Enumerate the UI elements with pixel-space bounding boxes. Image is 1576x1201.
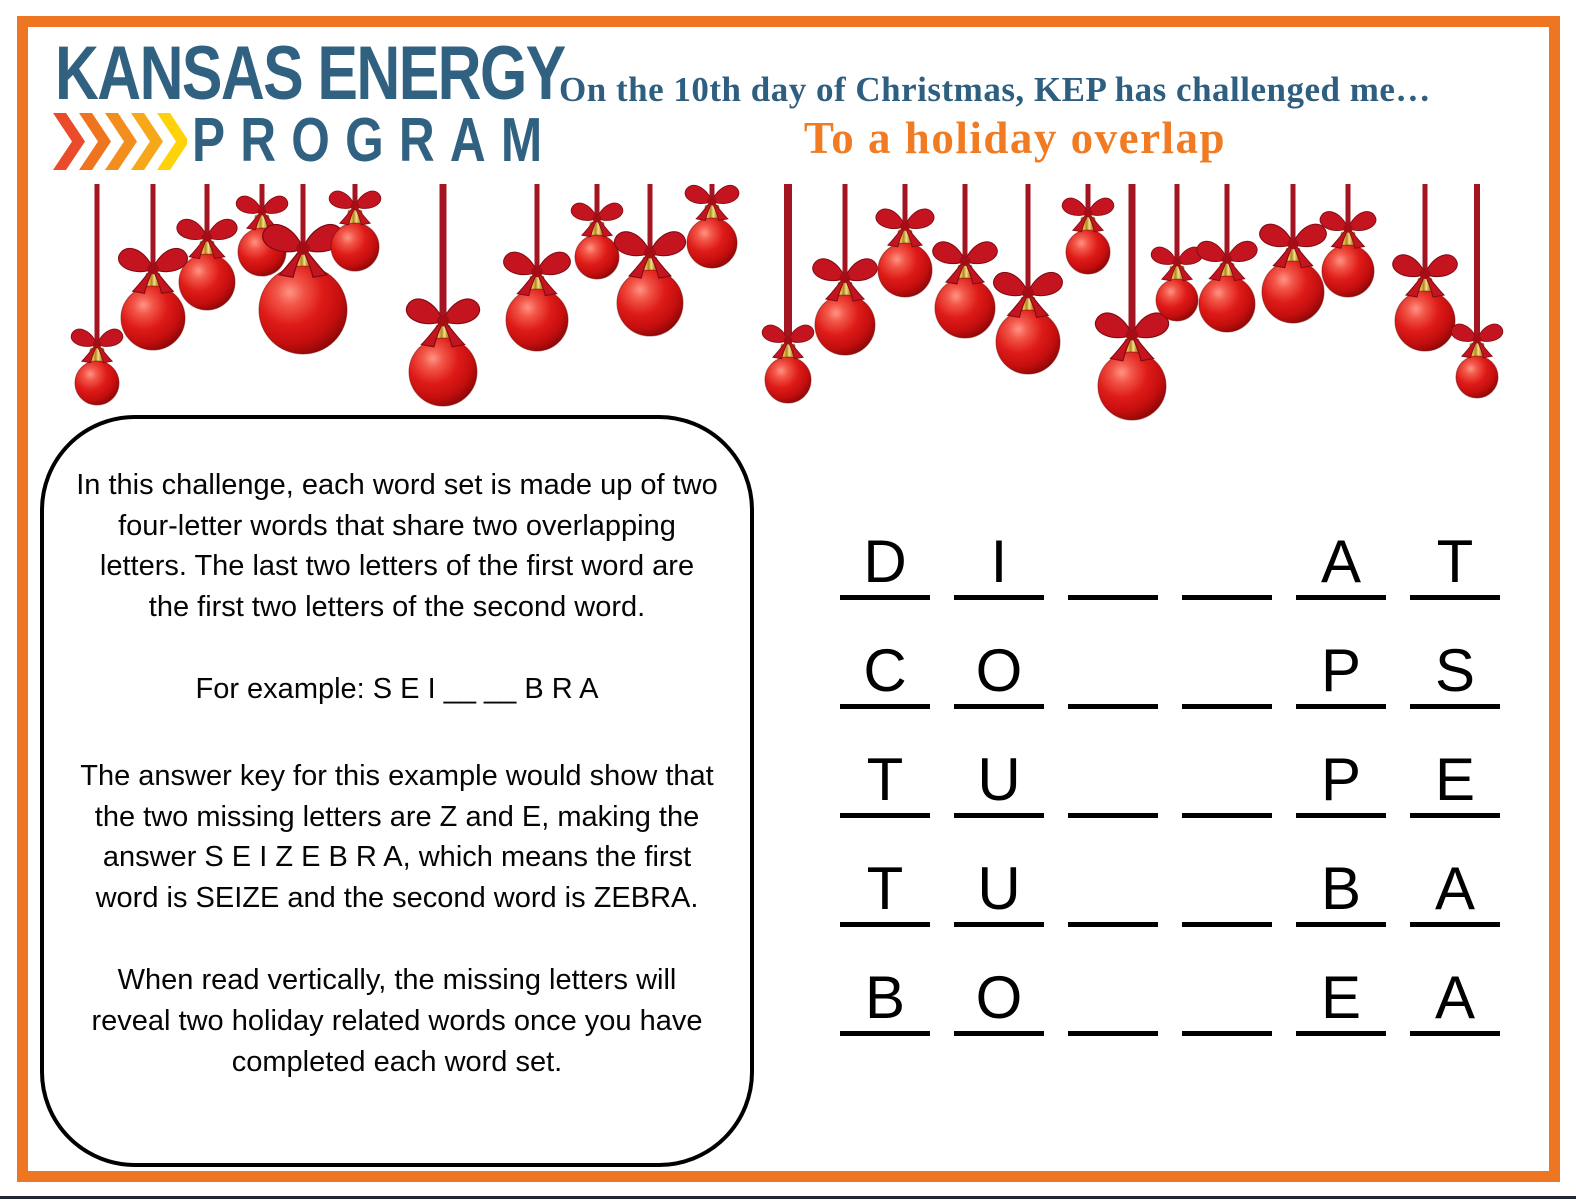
- letter-slot-filled: C: [840, 629, 930, 709]
- letter-slot-empty[interactable]: [1068, 847, 1158, 927]
- letter-slot-filled: A: [1410, 847, 1500, 927]
- letter-slot-filled: U: [954, 847, 1044, 927]
- chevron-icon: [105, 113, 137, 170]
- letter-slot-filled: B: [1296, 847, 1386, 927]
- instructions-paragraph-3: The answer key for this example would sh…: [80, 759, 714, 914]
- letter-slot-filled: A: [1296, 520, 1386, 600]
- letter-slot-filled: O: [954, 629, 1044, 709]
- letter-slot-empty[interactable]: [1182, 738, 1272, 818]
- instructions-example: For example: S E I __ __ B R A: [195, 673, 599, 706]
- bottom-rule: [0, 1196, 1576, 1199]
- letter-slot-filled: S: [1410, 629, 1500, 709]
- logo-wordmark-program: PROGRAM: [192, 106, 558, 175]
- letter-slot-empty[interactable]: [1182, 520, 1272, 600]
- letter-slot-filled: B: [840, 956, 930, 1036]
- letter-slot-filled: D: [840, 520, 930, 600]
- chevrons-icon: [53, 113, 187, 170]
- letter-slot-filled: O: [954, 956, 1044, 1036]
- logo-wordmark-kansas-energy: KANSAS ENERGY: [55, 31, 566, 116]
- letter-slot-empty[interactable]: [1068, 520, 1158, 600]
- letter-slot-empty[interactable]: [1068, 956, 1158, 1036]
- chevron-icon: [53, 113, 85, 170]
- chevron-icon: [157, 113, 187, 170]
- letter-slot-filled: I: [954, 520, 1044, 600]
- page-border-frame: [17, 16, 1560, 1182]
- instructions-paragraph-1: In this challenge, each word set is made…: [76, 469, 718, 623]
- letter-slot-filled: P: [1296, 629, 1386, 709]
- letter-slot-empty[interactable]: [1068, 629, 1158, 709]
- letter-slot-filled: T: [840, 847, 930, 927]
- letter-slot-filled: T: [1410, 520, 1500, 600]
- letter-slot-empty[interactable]: [1068, 738, 1158, 818]
- letter-slot-empty[interactable]: [1182, 629, 1272, 709]
- instructions-box: In this challenge, each word set is made…: [40, 415, 754, 1167]
- chevron-icon: [79, 113, 111, 170]
- letter-slot-filled: A: [1410, 956, 1500, 1036]
- letter-slot-empty[interactable]: [1182, 956, 1272, 1036]
- letter-slot-filled: P: [1296, 738, 1386, 818]
- letter-slot-filled: U: [954, 738, 1044, 818]
- chevron-icon: [131, 113, 163, 170]
- headline-challenge: On the 10th day of Christmas, KEP has ch…: [559, 70, 1431, 109]
- instructions-paragraph-4: When read vertically, the missing letter…: [91, 964, 703, 1078]
- letter-slot-filled: E: [1410, 738, 1500, 818]
- headline-challenge-name: To a holiday overlap: [803, 113, 1227, 163]
- letter-slot-empty[interactable]: [1182, 847, 1272, 927]
- letter-slot-filled: E: [1296, 956, 1386, 1036]
- letter-slot-filled: T: [840, 738, 930, 818]
